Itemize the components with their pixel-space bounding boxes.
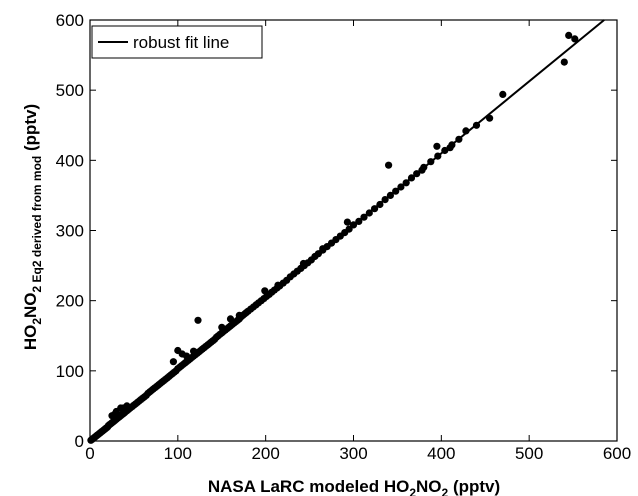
data-point [190, 347, 198, 355]
data-point [169, 358, 177, 366]
data-point [385, 161, 393, 169]
x-axis-title-mid: NO [416, 477, 442, 496]
y-tick-label: 600 [56, 11, 84, 30]
y-axis-title-main: HO [21, 325, 40, 351]
y-axis-title: HO2NO2 Eq2 derived from mod (pptv) [21, 104, 44, 350]
data-point [343, 218, 351, 226]
x-axis-title-sub1: 2 [409, 486, 416, 496]
y-tick-label: 0 [75, 432, 84, 451]
legend-entry: robust fit line [133, 33, 229, 52]
y-tick-label: 300 [56, 222, 84, 241]
legend: robust fit line [91, 25, 263, 59]
data-point [183, 352, 191, 360]
data-point [111, 410, 119, 418]
x-tick-label: 500 [515, 444, 543, 463]
data-point [565, 31, 573, 39]
x-tick-label: 600 [603, 444, 631, 463]
x-tick-label: 0 [85, 444, 94, 463]
y-tick-label: 400 [56, 151, 84, 170]
x-axis-title-sub2: 2 [442, 486, 449, 496]
robust-fit-line [89, 19, 605, 442]
y-axis-title-tail: (pptv) [21, 104, 40, 156]
y-tick-label: 100 [56, 362, 84, 381]
y-axis-title-sub1: 2 [30, 318, 44, 325]
y-axis-title-mid: NO [21, 292, 40, 318]
fit-line-layer [89, 19, 605, 442]
data-point [274, 281, 282, 289]
data-point [560, 58, 568, 66]
x-axis-title: NASA LaRC modeled HO2NO2 (pptv) [208, 477, 500, 496]
data-point [123, 402, 131, 410]
data-point [226, 315, 235, 323]
x-axis-title-main: NASA LaRC modeled HO [208, 477, 410, 496]
x-tick-label: 100 [164, 444, 192, 463]
y-tick-label: 500 [56, 81, 84, 100]
y-tick-label: 200 [56, 292, 84, 311]
data-point [194, 316, 202, 324]
x-tick-label: 300 [339, 444, 367, 463]
y-axis-title-sub2: 2 [30, 285, 44, 292]
x-tick-label: 400 [427, 444, 455, 463]
axis-ticks: 0 100 200 300 400 500 600 0 100 200 300 400 500 600 [56, 11, 632, 463]
x-tick-label: 200 [251, 444, 279, 463]
x-axis-title-tail: (pptv) [448, 477, 500, 496]
data-point [433, 142, 441, 150]
data-point [571, 35, 579, 43]
data-point [218, 323, 226, 331]
y-axis-title-sub3: Eq2 derived from mod [30, 156, 44, 286]
data-point [319, 245, 327, 253]
data-point [261, 287, 269, 295]
data-point [499, 90, 507, 98]
